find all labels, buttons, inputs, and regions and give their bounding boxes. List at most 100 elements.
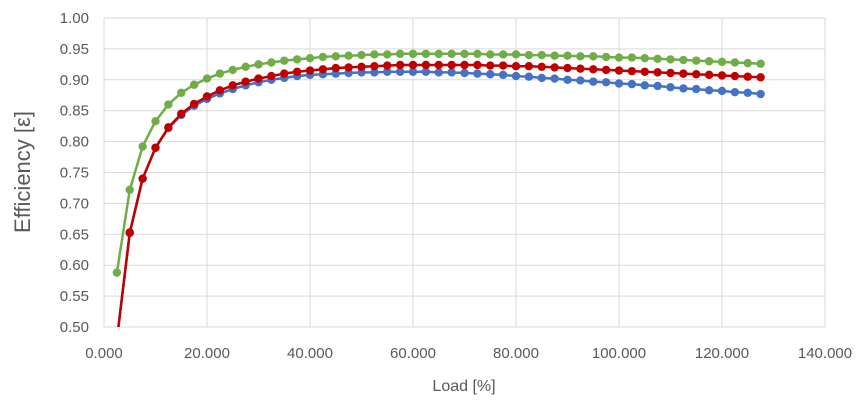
data-point [331,52,340,61]
x-tick-labels: 0.000 20.000 40.000 60.000 80.000 100.000 120.… [85,345,852,362]
data-point [473,49,482,59]
data-point [370,68,379,77]
data-point [627,53,637,62]
data-point [421,60,431,70]
data-point [370,50,379,59]
y-tick-label: 0.80 [60,134,89,151]
data-point [408,49,418,59]
series-line [117,70,761,327]
data-point [756,89,765,99]
data-point [408,67,418,76]
data-point [189,80,199,89]
data-point [151,143,160,152]
data-point [383,67,392,76]
data-point [730,58,740,67]
y-axis-title: Efficiency [ε] [10,111,35,233]
y-tick-label: 1.00 [60,10,89,27]
data-point [331,63,340,73]
x-axis-title: Load [%] [432,378,495,395]
data-point [292,55,302,64]
data-point [318,52,328,62]
data-point [524,50,534,60]
data-point [717,71,727,80]
data-point [576,52,585,61]
y-tick-label: 0.70 [60,195,89,212]
data-point [589,52,598,61]
data-point [447,49,456,59]
data-point [460,60,469,70]
data-point [344,51,353,60]
series-1 [113,67,765,343]
data-point [614,66,624,75]
data-point [267,71,276,81]
y-tick-label: 0.85 [60,103,89,120]
data-point [241,77,250,86]
data-point [138,174,147,183]
data-point [679,55,688,65]
data-point [383,61,392,70]
data-point [189,99,199,109]
data-point [511,62,521,71]
data-point [292,67,302,76]
data-point [280,56,289,65]
data-point [215,86,225,95]
data-point [357,50,366,60]
x-tick-label: 60.000 [390,345,436,362]
data-point [473,69,482,78]
x-tick-label: 120.000 [695,345,749,362]
data-point [601,65,611,75]
data-point [421,67,431,76]
y-tick-label: 0.75 [60,165,89,182]
x-tick-label: 20.000 [184,345,230,362]
data-point [550,51,559,60]
data-point [280,69,289,78]
data-point [730,71,740,81]
data-point [370,62,379,71]
data-point [138,142,147,151]
data-point [692,84,701,94]
y-tick-label: 0.60 [60,257,89,274]
data-point [447,68,456,77]
data-point [601,52,611,62]
data-point [421,49,431,59]
data-point [113,335,121,343]
data-point [318,65,328,74]
data-point [164,123,173,132]
data-point [215,69,225,78]
data-point [357,62,366,72]
data-point [383,50,392,59]
data-point [563,63,572,73]
series-3 [113,60,765,343]
data-point [653,54,662,63]
data-point [202,74,212,83]
data-point [524,62,534,71]
data-point [395,49,405,59]
plot-area [112,49,765,343]
data-point [498,50,508,59]
data-point [395,60,405,70]
data-point [550,63,559,72]
x-tick-label: 80.000 [493,345,539,362]
data-point [666,55,675,64]
data-point [717,86,727,96]
data-point [447,60,456,70]
data-point [692,56,701,65]
data-point [434,49,443,59]
data-point [743,72,752,81]
data-point [589,65,598,74]
data-point [653,81,662,91]
data-point [113,335,121,343]
data-point [112,268,122,277]
data-point [563,51,572,60]
data-point [717,57,727,67]
data-point [576,76,585,85]
data-point [254,60,263,69]
data-point [473,60,482,70]
data-point [486,61,495,70]
x-tick-label: 0.000 [85,345,123,362]
data-point [498,70,508,80]
data-point [177,88,186,97]
grid-lines [103,17,826,328]
data-point [164,100,173,109]
